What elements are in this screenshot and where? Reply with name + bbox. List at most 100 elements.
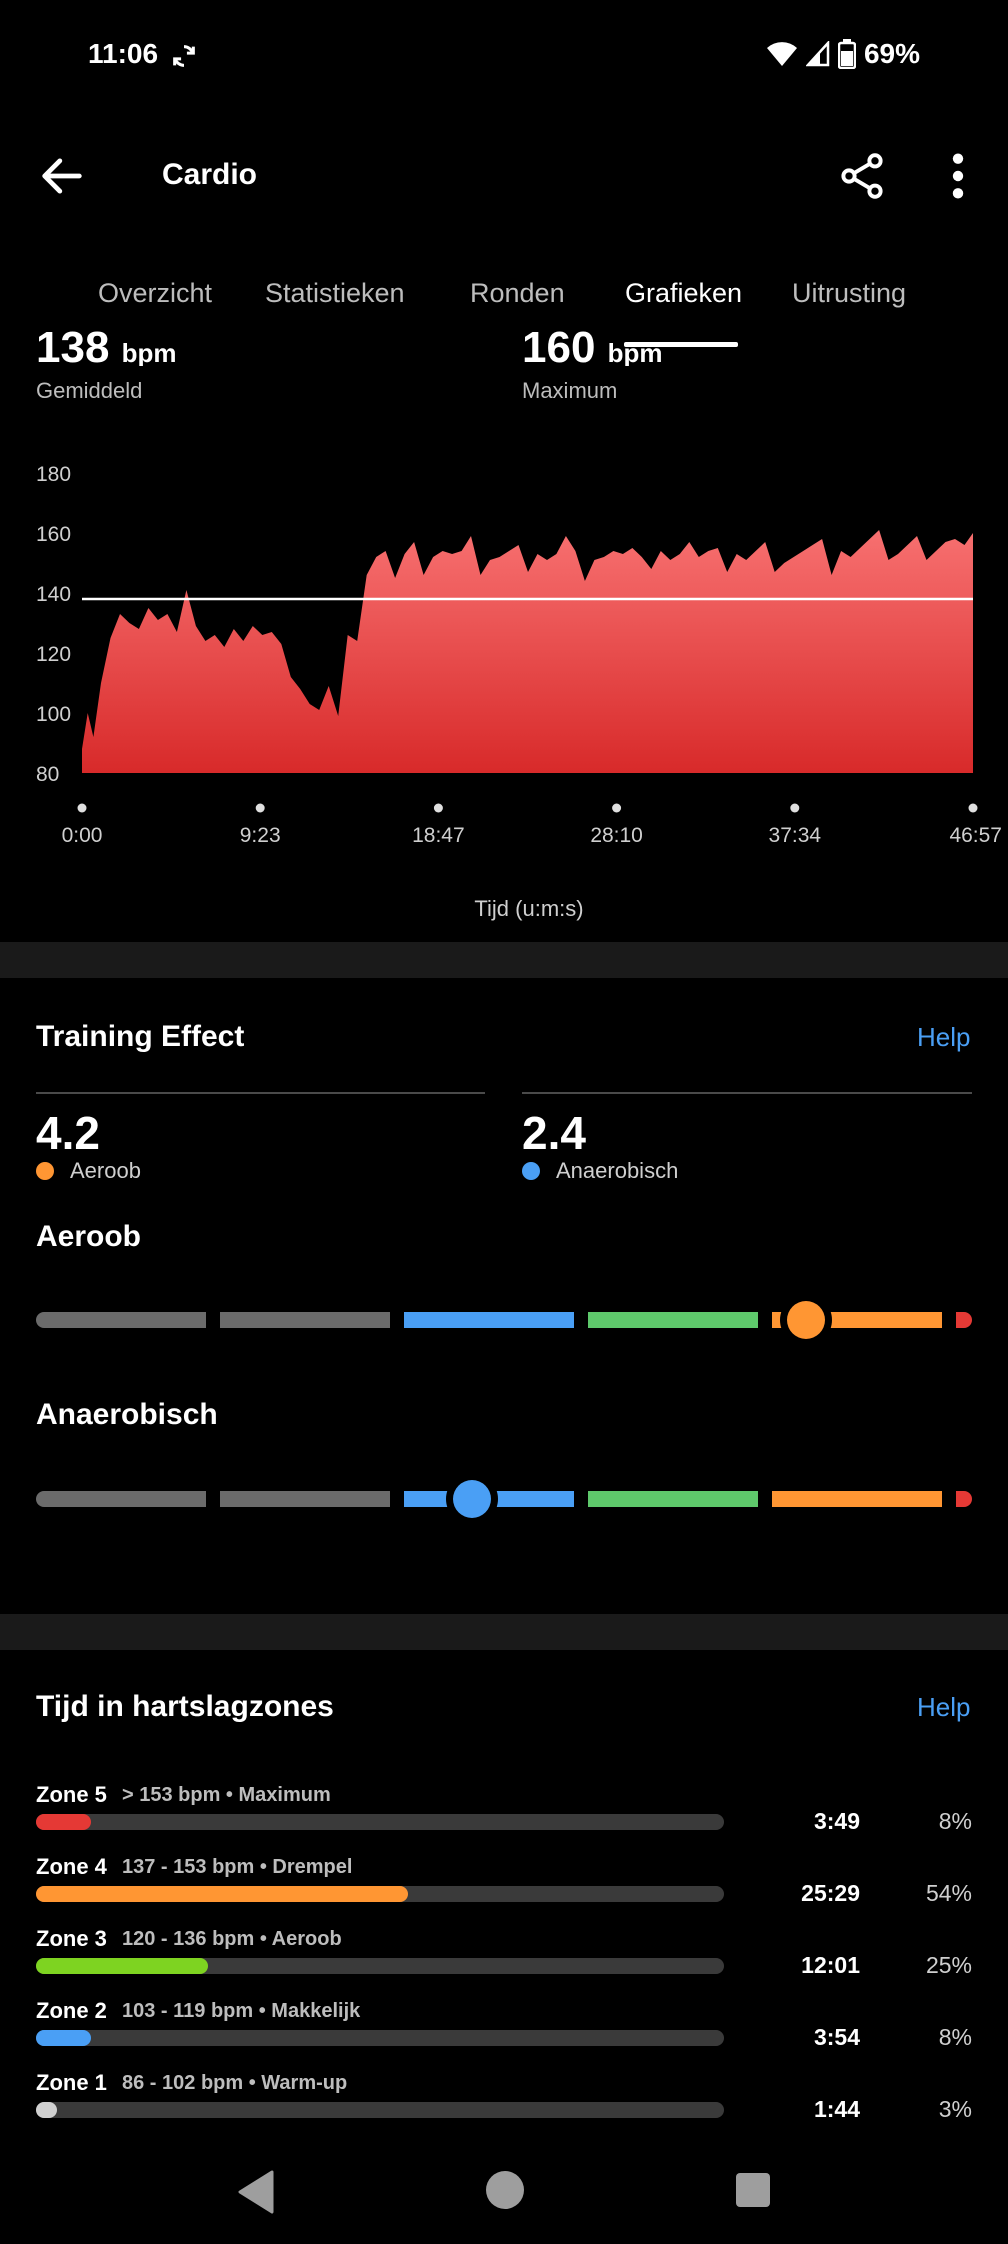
zone-bar-track [36, 2102, 724, 2118]
max-hr-label: Maximum [522, 378, 618, 403]
zone-time: 3:54 [813, 2024, 860, 2050]
wifi-icon [766, 42, 797, 66]
anaerobic-scale-title: Anaerobisch [36, 1398, 218, 1431]
y-tick-label: 80 [36, 763, 59, 786]
y-tick-label: 120 [36, 643, 71, 666]
heart-rate-area [82, 530, 973, 773]
y-tick-label: 180 [36, 463, 71, 486]
x-tick-dot [433, 803, 443, 813]
heart-rate-chart: 180 160 140 120 100 80 0:00 9:23 18:47 28:10 37:3… [36, 463, 1002, 847]
aerobic-te-label: Aeroob [36, 1158, 141, 1184]
nav-home-button[interactable] [486, 2171, 524, 2209]
zone-percent: 3% [938, 2096, 972, 2122]
x-tick-dot [612, 803, 622, 813]
scale-segment [36, 1312, 206, 1328]
hr-zones-title: Tijd in hartslagzones [36, 1690, 334, 1723]
zone-time: 1:44 [813, 2096, 860, 2122]
zone-name: Zone 5 [36, 1782, 107, 1807]
tab-overview[interactable]: Overzicht [98, 278, 213, 308]
battery-percent: 69% [863, 38, 920, 69]
zone-percent: 54% [925, 1880, 972, 1906]
back-button[interactable] [36, 150, 88, 202]
zone-percent: 25% [925, 1952, 972, 1978]
zone-bar-fill [36, 2102, 57, 2118]
max-hr-number: 160 [522, 330, 596, 366]
tab-bar [0, 250, 1008, 330]
y-tick-label: 140 [36, 583, 71, 606]
nav-back-button[interactable] [236, 2170, 276, 2214]
scale-segment [404, 1312, 574, 1328]
y-tick-label: 160 [36, 523, 71, 546]
aerobic-scale [36, 1300, 972, 1340]
aerobic-scale-title: Aeroob [36, 1220, 141, 1253]
scale-segment [220, 1491, 390, 1507]
sync-icon [173, 45, 195, 67]
zone-bar-fill [36, 1814, 92, 1830]
x-tick-dot [790, 803, 800, 813]
scale-segment [772, 1491, 942, 1507]
zone-bar-fill [36, 1886, 408, 1902]
x-axis-title: Tijd (u:m:s) [474, 896, 584, 921]
training-effect-help-link[interactable]: Help [917, 1022, 971, 1052]
tab-laps[interactable]: Ronden [470, 278, 565, 308]
section-divider [0, 1614, 1008, 1650]
x-tick-label: 37:34 [769, 824, 822, 847]
average-hr-number: 138 [36, 330, 110, 366]
x-tick-label: 28:10 [590, 824, 643, 847]
aerobic-te-value: 4.2 [36, 1107, 100, 1159]
average-hr-value: 138 bpm [36, 330, 177, 366]
scale-segment [956, 1312, 972, 1328]
x-tick-dot [968, 803, 978, 813]
average-hr-label: Gemiddeld [36, 378, 143, 403]
scale-marker [453, 1480, 491, 1518]
cell-signal-icon [805, 41, 830, 67]
anaerobic-divider [522, 1092, 972, 1094]
x-tick-label: 18:47 [412, 824, 465, 847]
scale-segment [220, 1312, 390, 1328]
anaerobic-dot-icon [522, 1162, 540, 1180]
zone-bar-fill [36, 1958, 208, 1974]
average-hr-unit: bpm [121, 338, 177, 366]
more-options-button[interactable] [940, 150, 976, 202]
page-title: Cardio [162, 158, 258, 191]
section-divider [0, 942, 1008, 978]
zone-bar-track [36, 1958, 724, 1974]
aerobic-divider [36, 1092, 485, 1094]
zone-percent: 8% [938, 2024, 972, 2050]
anaerobic-scale [36, 1479, 972, 1519]
zone-name: Zone 2 [36, 1998, 107, 2023]
zone-description: 86 - 102 bpm • Warm-up [122, 2072, 348, 2094]
tab-charts[interactable]: Grafieken [625, 278, 743, 308]
battery-icon [837, 39, 856, 69]
anaerobic-te-label: Anaerobisch [522, 1158, 678, 1184]
anaerobic-te-value: 2.4 [522, 1107, 586, 1159]
x-tick-label: 0:00 [62, 824, 103, 847]
zone-percent: 8% [938, 1808, 972, 1834]
zone-time: 12:01 [801, 1952, 860, 1978]
anaerobic-te-label-text: Anaerobisch [556, 1158, 679, 1183]
active-tab-indicator [624, 342, 738, 347]
hr-zones-help-link[interactable]: Help [917, 1692, 971, 1722]
status-icons: 69% [766, 38, 920, 70]
scale-segment [956, 1491, 972, 1507]
status-time: 11:06 [88, 38, 159, 69]
zone-description: 120 - 136 bpm • Aeroob [122, 1928, 342, 1950]
x-tick-label: 46:57 [949, 824, 1002, 847]
share-button[interactable] [836, 150, 888, 202]
zone-description: 103 - 119 bpm • Makkelijk [122, 2000, 361, 2022]
zone-time: 25:29 [801, 1880, 860, 1906]
zone-name: Zone 4 [36, 1854, 107, 1879]
max-hr-value: 160 bpm [522, 330, 663, 366]
y-tick-label: 100 [36, 703, 71, 726]
scale-segment [36, 1491, 206, 1507]
zone-bar-fill [36, 2030, 92, 2046]
zone-name: Zone 1 [36, 2070, 107, 2095]
zone-bar-track [36, 1814, 724, 1830]
tab-gear[interactable]: Uitrusting [792, 278, 907, 308]
scale-segment [588, 1491, 758, 1507]
zone-time: 3:49 [813, 1808, 860, 1834]
zone-description: > 153 bpm • Maximum [122, 1784, 331, 1806]
tab-statistics[interactable]: Statistieken [265, 278, 405, 308]
nav-recents-button[interactable] [736, 2173, 770, 2207]
x-tick-dot [77, 803, 87, 813]
